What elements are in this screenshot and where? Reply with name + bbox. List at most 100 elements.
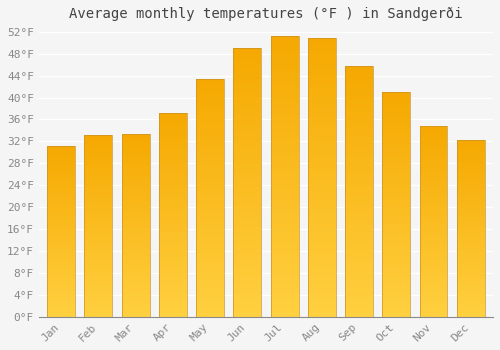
Bar: [345, 112, 373, 117]
Bar: [420, 154, 448, 158]
Bar: [270, 270, 298, 275]
Bar: [84, 259, 112, 262]
Bar: [420, 224, 448, 228]
Bar: [234, 164, 262, 169]
Bar: [196, 246, 224, 250]
Bar: [196, 170, 224, 174]
Bar: [47, 175, 75, 177]
Bar: [196, 178, 224, 182]
Bar: [84, 232, 112, 235]
Bar: [47, 286, 75, 288]
Bar: [345, 175, 373, 179]
Bar: [345, 250, 373, 254]
Bar: [84, 293, 112, 296]
Bar: [234, 97, 262, 101]
Bar: [382, 92, 410, 317]
Bar: [420, 294, 448, 298]
Bar: [420, 158, 448, 161]
Bar: [84, 202, 112, 205]
Bar: [382, 96, 410, 100]
Bar: [270, 190, 298, 195]
Bar: [308, 61, 336, 66]
Bar: [159, 225, 187, 229]
Bar: [196, 194, 224, 198]
Bar: [420, 282, 448, 285]
Bar: [270, 97, 298, 101]
Bar: [122, 192, 150, 195]
Bar: [234, 250, 262, 254]
Bar: [308, 56, 336, 61]
Bar: [84, 220, 112, 223]
Bar: [382, 163, 410, 167]
Bar: [420, 170, 448, 173]
Bar: [382, 152, 410, 156]
Bar: [234, 48, 262, 317]
Bar: [270, 223, 298, 228]
Bar: [457, 237, 484, 240]
Bar: [457, 290, 484, 293]
Bar: [196, 111, 224, 115]
Bar: [159, 208, 187, 211]
Bar: [270, 284, 298, 289]
Bar: [457, 264, 484, 267]
Bar: [457, 173, 484, 176]
Bar: [308, 149, 336, 154]
Bar: [382, 197, 410, 201]
Bar: [196, 273, 224, 277]
Bar: [84, 296, 112, 299]
Bar: [420, 218, 448, 221]
Bar: [196, 206, 224, 210]
Bar: [47, 229, 75, 232]
Bar: [420, 288, 448, 291]
Bar: [122, 265, 150, 268]
Bar: [382, 201, 410, 204]
Bar: [159, 279, 187, 283]
Bar: [234, 128, 262, 133]
Bar: [234, 111, 262, 115]
Bar: [47, 237, 75, 240]
Bar: [382, 92, 410, 96]
Bar: [308, 52, 336, 56]
Bar: [308, 80, 336, 84]
Bar: [420, 262, 448, 266]
Bar: [308, 219, 336, 224]
Bar: [47, 149, 75, 152]
Bar: [308, 261, 336, 266]
Bar: [159, 286, 187, 289]
Bar: [196, 309, 224, 313]
Bar: [457, 184, 484, 187]
Bar: [308, 210, 336, 215]
Bar: [84, 138, 112, 141]
Bar: [159, 242, 187, 245]
Bar: [159, 273, 187, 276]
Bar: [420, 307, 448, 310]
Bar: [270, 256, 298, 260]
Bar: [420, 272, 448, 275]
Bar: [382, 193, 410, 197]
Bar: [382, 298, 410, 302]
Bar: [308, 159, 336, 163]
Bar: [420, 205, 448, 208]
Bar: [196, 250, 224, 253]
Bar: [457, 193, 484, 196]
Bar: [420, 310, 448, 314]
Bar: [47, 197, 75, 200]
Bar: [308, 107, 336, 112]
Bar: [196, 127, 224, 131]
Bar: [270, 36, 298, 317]
Bar: [159, 137, 187, 140]
Bar: [457, 226, 484, 229]
Bar: [122, 271, 150, 274]
Bar: [234, 160, 262, 164]
Bar: [345, 275, 373, 279]
Bar: [122, 158, 150, 161]
Bar: [308, 312, 336, 317]
Bar: [196, 210, 224, 214]
Bar: [234, 285, 262, 290]
Bar: [270, 92, 298, 97]
Bar: [382, 234, 410, 238]
Bar: [345, 267, 373, 271]
Bar: [382, 148, 410, 152]
Bar: [159, 303, 187, 307]
Bar: [84, 256, 112, 259]
